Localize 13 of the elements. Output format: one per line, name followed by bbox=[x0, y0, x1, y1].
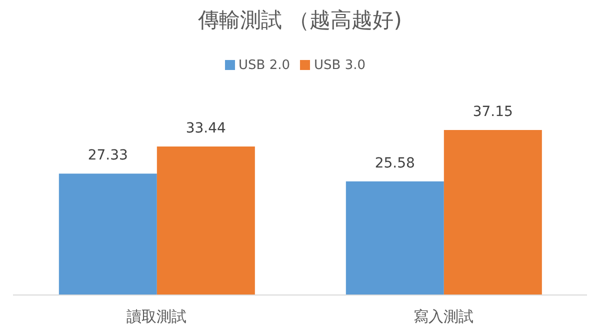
legend-label: USB 2.0 bbox=[238, 58, 290, 73]
bar bbox=[58, 174, 157, 295]
data-label: 37.15 bbox=[472, 104, 513, 120]
chart-title: 傳輸測試 （越高越好) bbox=[197, 7, 403, 34]
x-tick-label: 讀取測試 bbox=[126, 308, 186, 326]
bar bbox=[156, 146, 255, 295]
data-label: 33.44 bbox=[186, 120, 226, 136]
bar bbox=[444, 130, 542, 295]
x-tick-label: 寫入測試 bbox=[414, 308, 474, 326]
data-label: 25.58 bbox=[374, 155, 415, 172]
data-label: 27.33 bbox=[88, 148, 128, 164]
bar bbox=[346, 181, 444, 295]
legend-label: USB 3.0 bbox=[314, 58, 366, 73]
